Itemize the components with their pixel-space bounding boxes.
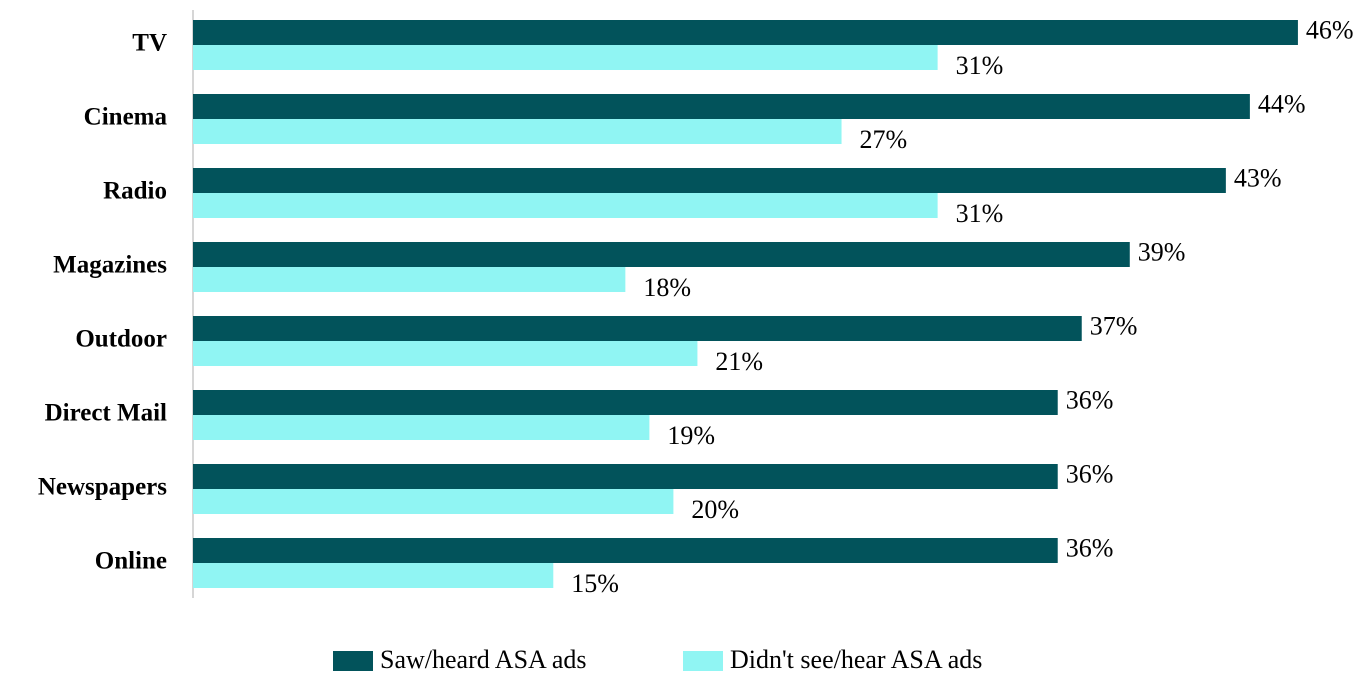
bar xyxy=(193,563,554,588)
bar xyxy=(193,193,938,218)
bar xyxy=(193,538,1058,563)
bar xyxy=(193,20,1298,45)
data-label: 20% xyxy=(691,495,739,524)
data-label: 36% xyxy=(1066,459,1114,488)
data-label: 46% xyxy=(1306,15,1354,44)
legend-label: Saw/heard ASA ads xyxy=(380,645,587,674)
bar xyxy=(193,242,1130,267)
data-label: 27% xyxy=(860,125,908,154)
data-label: 31% xyxy=(956,51,1004,80)
data-label: 31% xyxy=(956,199,1004,228)
data-label: 43% xyxy=(1234,163,1282,192)
data-label: 19% xyxy=(667,421,715,450)
legend-label: Didn't see/hear ASA ads xyxy=(730,645,982,674)
bar xyxy=(193,267,626,292)
data-label: 21% xyxy=(715,347,763,376)
bar xyxy=(193,94,1250,119)
bar xyxy=(193,45,938,70)
category-label: Outdoor xyxy=(75,326,167,353)
data-label: 37% xyxy=(1090,311,1138,340)
category-label: TV xyxy=(132,30,167,57)
data-label: 39% xyxy=(1138,237,1186,266)
bar xyxy=(193,390,1058,415)
category-label: Online xyxy=(95,548,167,575)
bar xyxy=(193,489,674,514)
bar xyxy=(193,119,842,144)
bar xyxy=(193,341,698,366)
legend-swatch xyxy=(333,651,373,671)
data-label: 15% xyxy=(571,569,619,598)
data-label: 36% xyxy=(1066,533,1114,562)
bar xyxy=(193,168,1226,193)
category-label: Cinema xyxy=(84,104,168,131)
bar xyxy=(193,316,1082,341)
bar xyxy=(193,415,650,440)
data-label: 44% xyxy=(1258,89,1306,118)
category-label: Newspapers xyxy=(38,474,167,501)
data-label: 36% xyxy=(1066,385,1114,414)
legend-swatch xyxy=(683,651,723,671)
category-label: Magazines xyxy=(53,252,167,279)
bar xyxy=(193,464,1058,489)
category-label: Radio xyxy=(103,178,167,205)
data-label: 18% xyxy=(643,273,691,302)
category-label: Direct Mail xyxy=(45,400,167,427)
